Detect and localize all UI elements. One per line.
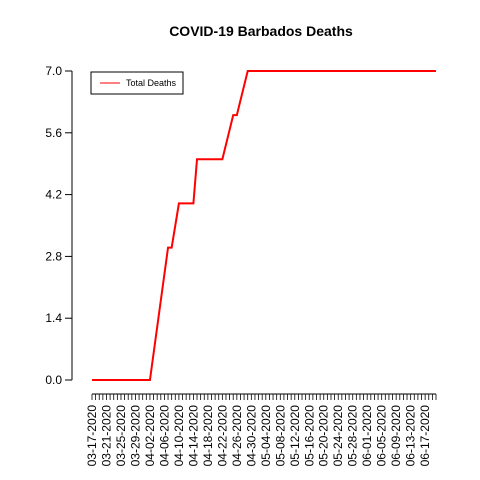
x-tick-label: 05-20-2020 xyxy=(317,405,331,467)
legend-label: Total Deaths xyxy=(126,78,177,88)
series-layer xyxy=(92,70,436,381)
x-tick-label: 05-12-2020 xyxy=(288,405,302,467)
x-tick-label: 04-10-2020 xyxy=(172,405,186,467)
x-tick-label: 03-29-2020 xyxy=(128,405,142,467)
x-tick-label: 05-16-2020 xyxy=(302,405,316,467)
chart-title: COVID-19 Barbados Deaths xyxy=(169,23,353,39)
x-tick-label: 06-09-2020 xyxy=(389,405,403,467)
x-tick-label: 04-30-2020 xyxy=(244,405,258,467)
x-tick-label: 04-06-2020 xyxy=(157,405,171,467)
legend: Total Deaths xyxy=(90,71,184,95)
y-tick-label: 4.2 xyxy=(45,188,62,202)
x-tick-label: 04-02-2020 xyxy=(143,405,157,467)
y-tick-label: 2.8 xyxy=(45,249,62,263)
x-tick-label: 04-18-2020 xyxy=(201,405,215,467)
y-tick-label: 0.0 xyxy=(45,373,62,387)
x-tick-label: 06-01-2020 xyxy=(360,405,374,467)
y-tick-label: 7.0 xyxy=(45,64,62,78)
y-tick-label: 1.4 xyxy=(45,311,62,325)
x-tick-label: 05-08-2020 xyxy=(273,405,287,467)
y-tick-label: 5.6 xyxy=(45,126,62,140)
legend-box xyxy=(90,71,184,95)
x-tick-label: 06-05-2020 xyxy=(375,405,389,467)
x-tick-label: 04-22-2020 xyxy=(215,405,229,467)
x-tick-label: 06-17-2020 xyxy=(418,405,432,467)
y-axis: 0.0 1.4 2.8 4.2 5.6 7.0 xyxy=(45,64,73,387)
x-tick-label: 05-04-2020 xyxy=(259,405,273,467)
x-tick-label: 04-14-2020 xyxy=(186,405,200,467)
x-tick-label: 05-28-2020 xyxy=(346,405,360,467)
x-axis: 03-17-2020 03-21-2020 03-25-2020 03-29-2020… xyxy=(85,393,437,467)
x-tick-label: 04-26-2020 xyxy=(230,405,244,467)
x-tick-label: 05-24-2020 xyxy=(331,405,345,467)
series-line-total-deaths xyxy=(92,70,436,381)
x-tick-label: 06-13-2020 xyxy=(404,405,418,467)
x-tick-label: 03-17-2020 xyxy=(85,405,99,467)
x-tick-label: 03-21-2020 xyxy=(99,405,113,467)
x-tick-label: 03-25-2020 xyxy=(114,405,128,467)
